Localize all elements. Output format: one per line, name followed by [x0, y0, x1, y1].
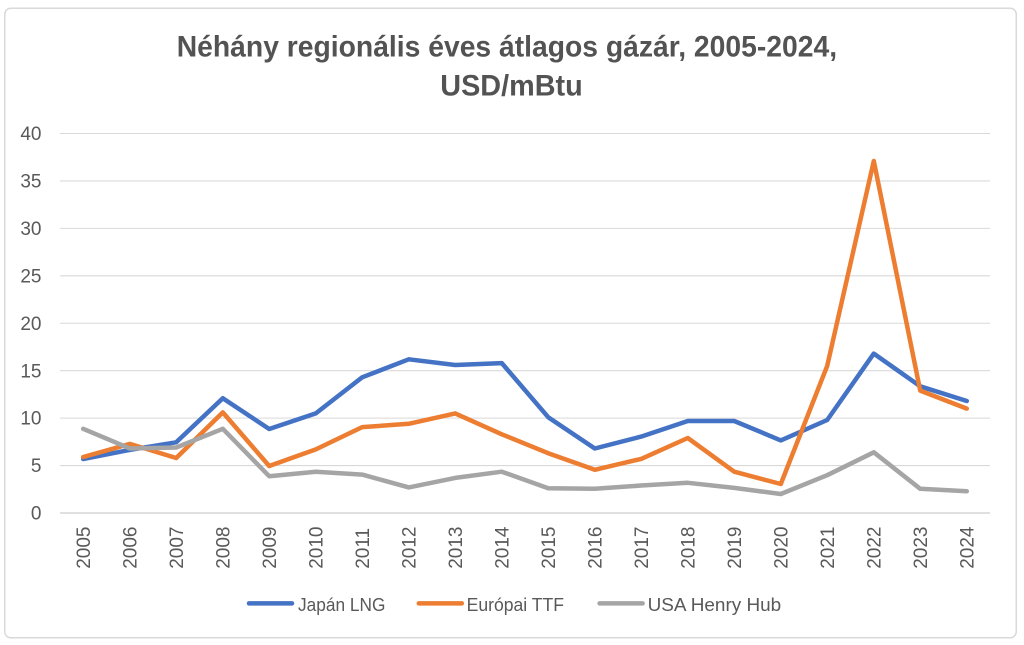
svg-text:2018: 2018: [679, 527, 700, 569]
svg-text:USD/mBtu: USD/mBtu: [440, 70, 582, 103]
svg-text:2005: 2005: [74, 527, 95, 569]
svg-text:30: 30: [20, 219, 41, 240]
svg-text:2006: 2006: [121, 527, 142, 569]
svg-text:2017: 2017: [632, 527, 653, 569]
svg-text:2009: 2009: [260, 527, 281, 569]
svg-text:2014: 2014: [493, 526, 514, 569]
svg-text:0: 0: [31, 504, 42, 525]
svg-text:2022: 2022: [865, 527, 886, 569]
svg-text:2019: 2019: [725, 527, 746, 569]
svg-text:40: 40: [20, 124, 41, 145]
svg-text:2011: 2011: [353, 528, 374, 569]
svg-text:2013: 2013: [446, 527, 467, 569]
svg-text:USA Henry Hub: USA Henry Hub: [648, 594, 782, 615]
svg-text:2010: 2010: [307, 527, 328, 569]
svg-text:2023: 2023: [911, 527, 932, 569]
svg-text:Európai TTF: Európai TTF: [467, 594, 564, 615]
svg-text:2024: 2024: [958, 526, 979, 569]
svg-text:2012: 2012: [400, 527, 421, 569]
svg-text:10: 10: [20, 409, 41, 430]
svg-text:2016: 2016: [586, 527, 607, 569]
svg-text:15: 15: [20, 361, 41, 382]
svg-text:Japán LNG: Japán LNG: [298, 594, 385, 615]
svg-text:2021: 2021: [818, 527, 839, 569]
svg-text:2007: 2007: [167, 527, 188, 569]
svg-text:Néhány regionális éves átlagos: Néhány regionális éves átlagos gázár, 20…: [177, 30, 837, 63]
svg-text:5: 5: [31, 456, 42, 477]
svg-text:20: 20: [20, 314, 41, 335]
svg-text:2015: 2015: [539, 527, 560, 569]
svg-text:35: 35: [20, 172, 41, 193]
svg-text:2008: 2008: [214, 527, 235, 569]
svg-text:25: 25: [20, 266, 41, 287]
svg-text:2020: 2020: [772, 527, 793, 569]
